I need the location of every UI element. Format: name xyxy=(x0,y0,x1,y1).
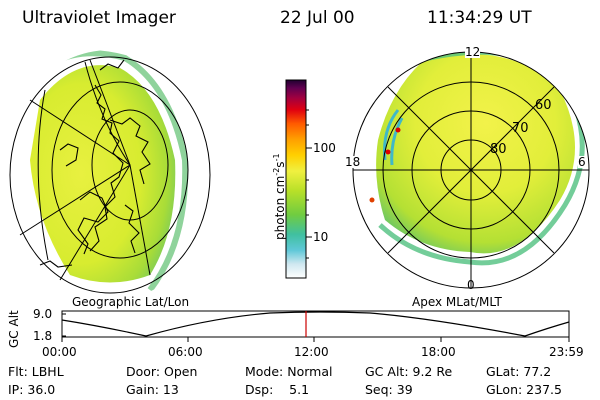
left-map-caption: Geographic Lat/Lon xyxy=(72,295,190,309)
mlat-label-60: 60 xyxy=(535,98,552,113)
time-tick-0600: 06:00 xyxy=(168,345,203,359)
colorbar-tick-100: 100 xyxy=(313,141,336,155)
colorbar-unit-label: photon cm-2s-1 xyxy=(272,153,287,240)
mlat-label-70: 70 xyxy=(512,121,529,136)
polar-map xyxy=(352,51,590,289)
colorbar-unit-base: photon cm xyxy=(273,175,287,240)
colorbar-unit-exp1: -2 xyxy=(272,167,281,176)
right-map-caption: Apex MLat/MLT xyxy=(412,295,502,309)
altitude-curve xyxy=(61,311,570,337)
mlat-label-80: 80 xyxy=(490,142,507,157)
date-label: 22 Jul 00 xyxy=(280,8,355,28)
colorbar-unit-s: s xyxy=(273,161,287,168)
colorbar-unit-exp2: -1 xyxy=(272,153,281,162)
colorbar xyxy=(285,79,312,279)
status-glon: GLon: 237.5 xyxy=(486,382,562,397)
mlt-label-12: 12 xyxy=(465,45,481,59)
alt-tick-9: 9.0 xyxy=(33,307,53,321)
altitude-plot xyxy=(61,310,570,342)
instrument-title: Ultraviolet Imager xyxy=(22,8,176,28)
mlt-label-6: 6 xyxy=(578,155,586,169)
status-glat: GLat: 77.2 xyxy=(486,364,552,379)
auroral-oval-right xyxy=(376,53,575,254)
status-gain: Gain: 13 xyxy=(126,382,179,397)
mlt-label-18: 18 xyxy=(345,155,361,169)
auroral-oval-left xyxy=(30,65,176,283)
status-ip: IP: 36.0 xyxy=(8,382,56,397)
status-door: Door: Open xyxy=(126,364,198,379)
status-filter: Flt: LBHL xyxy=(8,364,64,379)
time-tick-1800: 18:00 xyxy=(421,345,456,359)
mlat-mlt-grid xyxy=(352,51,590,289)
alt-tick-1-8: 1.8 xyxy=(33,329,53,343)
status-mode: Mode: Normal xyxy=(245,364,333,379)
status-gc-alt: GC Alt: 9.2 Re xyxy=(365,364,453,379)
mlt-label-0: 0 xyxy=(467,278,475,292)
lat-lon-grid xyxy=(9,56,211,294)
status-dsp: Dsp: 5.1 xyxy=(245,382,310,397)
time-tick-2359: 23:59 xyxy=(549,345,584,359)
time-label: 11:34:29 UT xyxy=(427,8,532,28)
time-tick-0000: 00:00 xyxy=(42,345,77,359)
status-seq: Seq: 39 xyxy=(365,382,413,397)
geographic-map xyxy=(9,50,211,294)
alt-plot-ylabel: GC Alt xyxy=(7,310,21,348)
time-tick-1200: 12:00 xyxy=(294,345,329,359)
coastlines xyxy=(39,59,151,268)
colorbar-tick-10: 10 xyxy=(313,230,329,244)
